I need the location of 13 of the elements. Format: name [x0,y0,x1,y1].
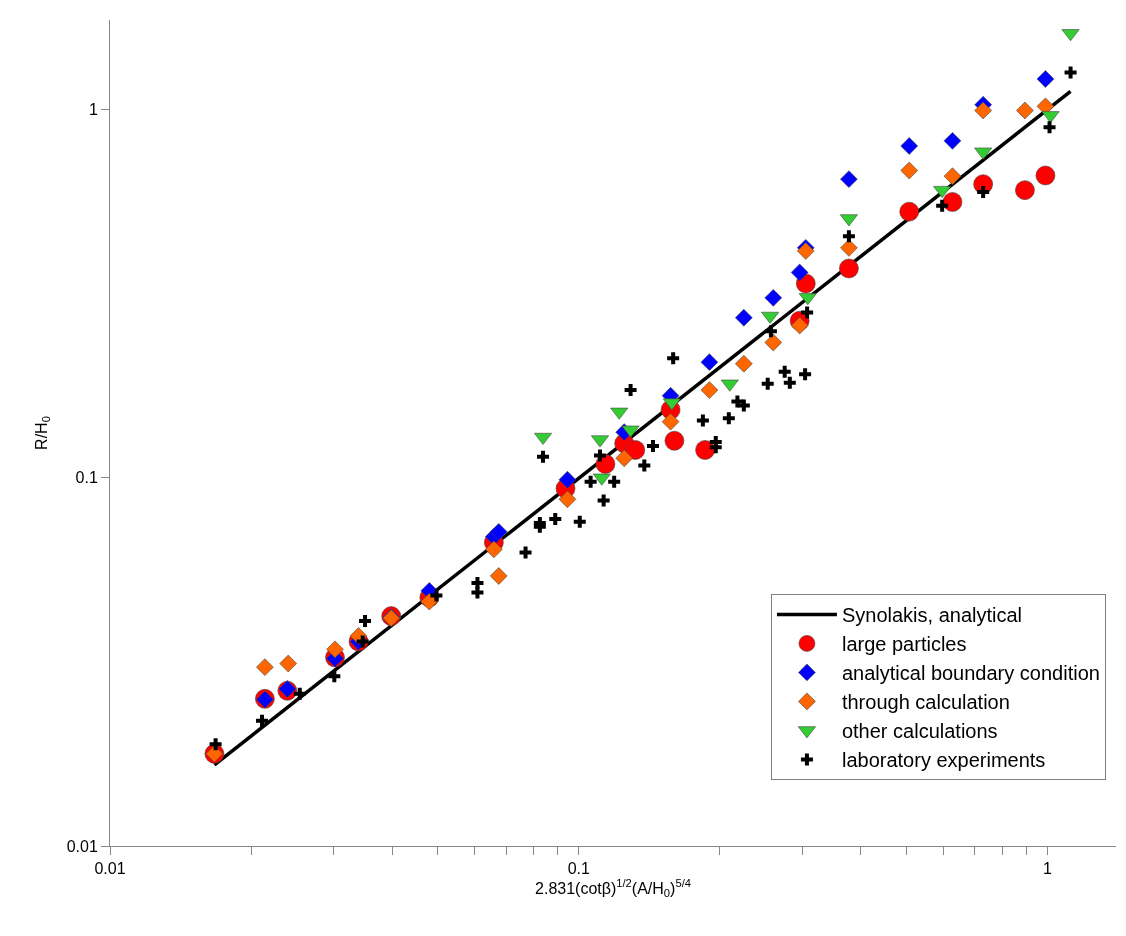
x-tick-label: 0.01 [94,860,126,878]
legend-label: large particles [841,633,967,656]
x-axis-title: 2.831(cotβ)$^{1/2}$(A/H$_{0}$)$^{5/4}$ [535,877,691,900]
legend-label: laboratory experiments [841,749,1046,772]
legend-label: other calculations [841,720,998,743]
y-tick-label: 1 [88,101,98,119]
y-tick-label: 0.01 [66,837,98,855]
x-tick-label: 1 [1043,860,1053,878]
y-tick-label: 0.1 [75,469,98,487]
legend-label: analytical boundary condition [841,662,1100,685]
legend-label: through calculation [841,691,1010,714]
x-tick-label: 0.1 [567,860,590,878]
legend-label: Synolakis, analytical [841,604,1023,627]
